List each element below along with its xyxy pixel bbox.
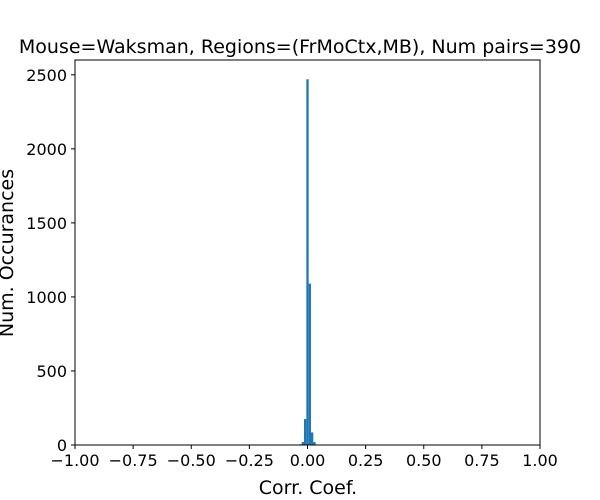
x-tick-label: 0.25 [348, 451, 384, 470]
histogram-bar [306, 79, 309, 445]
x-tick-label: 0.00 [290, 451, 326, 470]
y-axis-ticks: 0 500 1000 1500 2000 2500 [26, 66, 75, 455]
y-tick-label: 2000 [26, 140, 67, 159]
x-tick-label: −1.00 [50, 451, 99, 470]
x-tick-label: −0.75 [109, 451, 158, 470]
y-tick-label: 500 [36, 362, 67, 381]
histogram-bar [310, 432, 314, 445]
x-tick-label: −0.25 [225, 451, 274, 470]
x-axis-label: Corr. Coef. [259, 477, 357, 499]
histogram-bar [313, 442, 316, 445]
x-tick-label: 0.75 [464, 451, 500, 470]
x-tick-label: 0.50 [406, 451, 442, 470]
y-tick-label: 1000 [26, 288, 67, 307]
x-axis-ticks: −1.00 −0.75 −0.50 −0.25 0.00 0.25 0.50 0.75 1.00 [50, 445, 558, 470]
x-tick-label: −0.50 [167, 451, 216, 470]
y-tick-label: 1500 [26, 214, 67, 233]
y-tick-label: 2500 [26, 66, 67, 85]
chart-title: Mouse=Waksman, Regions=(FrMoCtx,MB), Num… [19, 36, 581, 58]
histogram-bars [299, 79, 316, 445]
histogram-bar [308, 283, 311, 445]
histogram-bar [301, 442, 305, 445]
y-axis-label: Num. Occurances [0, 169, 18, 337]
x-tick-label: 1.00 [522, 451, 558, 470]
histogram-bar [304, 419, 307, 445]
y-tick-label: 0 [57, 436, 67, 455]
